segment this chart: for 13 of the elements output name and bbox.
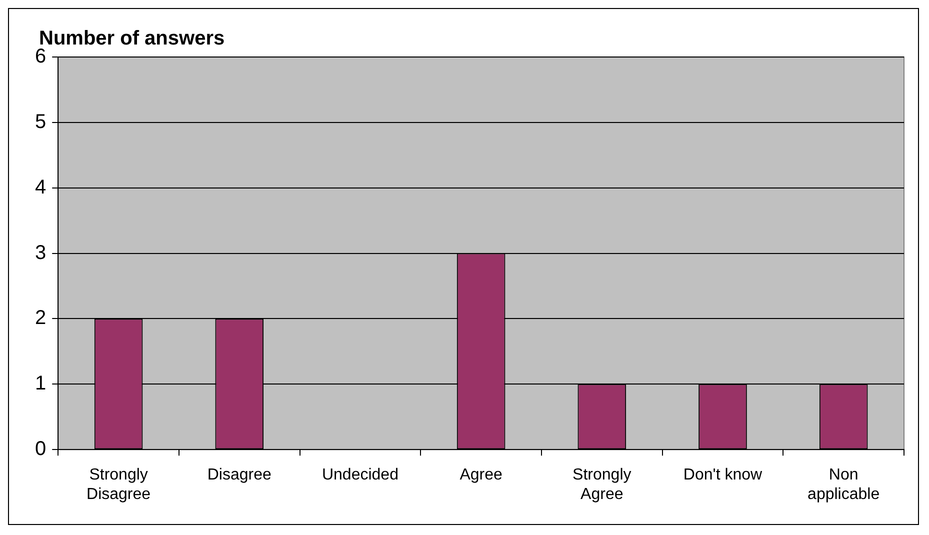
y-tick-label: 2 [35,307,46,330]
y-tick-label: 0 [35,438,46,460]
x-tick-label: Non applicable [808,466,880,503]
y-tick-label: 4 [35,176,46,198]
y-tick-label: 3 [35,242,46,264]
x-tick-label: Undecided [322,466,398,484]
x-tick-label: Strongly Agree [572,466,632,503]
x-tick-label: Disagree [207,466,272,484]
y-tick-label: 1 [35,372,46,395]
x-tick-label: Agree [460,466,503,484]
x-tick-label: Don't know [683,466,763,484]
y-tick-label: 5 [35,110,46,133]
x-tick-label: Strongly Disagree [86,466,151,503]
